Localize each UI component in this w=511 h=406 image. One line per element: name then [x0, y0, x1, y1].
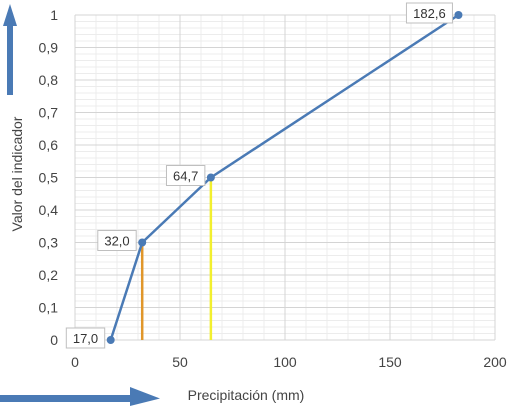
data-label: 182,6: [413, 6, 446, 21]
series-line: [109, 13, 460, 341]
horizontal-arrow-icon: [0, 387, 160, 406]
y-tick-label: 0,7: [39, 105, 59, 121]
series-layer: 17,0 32,0 64,7 182,6: [65, 2, 463, 349]
x-tick-label: 150: [378, 354, 402, 370]
data-label: 32,0: [104, 234, 129, 249]
data-label-box: [65, 327, 106, 349]
y-tick-label: 0,6: [39, 137, 59, 153]
data-point: [206, 173, 215, 182]
x-axis-title: Precipitación (mm): [188, 387, 305, 403]
y-tick-label: 0,1: [39, 300, 59, 316]
data-label-box: [405, 2, 453, 24]
data-point: [454, 11, 463, 19]
y-tick-label: 0,5: [39, 170, 59, 186]
x-tick-label: 200: [483, 354, 507, 370]
data-point: [138, 238, 147, 247]
vertical-arrow-icon: [3, 4, 17, 95]
tick-labels: 0 50 100 150 200 0 0,1 0,2 0,3 0,4 0,5 0,6 0,7 0,8 0,9…: [39, 7, 507, 370]
data-label-box: [165, 165, 206, 186]
y-tick-label: 0,8: [39, 72, 59, 88]
y-tick-label: 0,4: [39, 202, 59, 218]
data-label-box: [97, 230, 137, 251]
major-gridlines: [74, 14, 496, 341]
data-label: 64,7: [173, 169, 198, 184]
x-tick-label: 50: [172, 354, 188, 370]
y-tick-label: 1: [50, 7, 58, 23]
x-tick-label: 100: [273, 354, 297, 370]
y-tick-label: 0: [50, 332, 58, 348]
y-tick-label: 0,9: [39, 40, 59, 56]
data-point: [106, 336, 115, 344]
x-tick-label: 0: [71, 354, 79, 370]
y-tick-label: 0,3: [39, 235, 59, 251]
data-label: 17,0: [73, 331, 98, 346]
y-axis-title: Valor del indicador: [9, 116, 25, 231]
y-tick-label: 0,2: [39, 267, 59, 283]
reference-lines: [140, 177, 213, 340]
